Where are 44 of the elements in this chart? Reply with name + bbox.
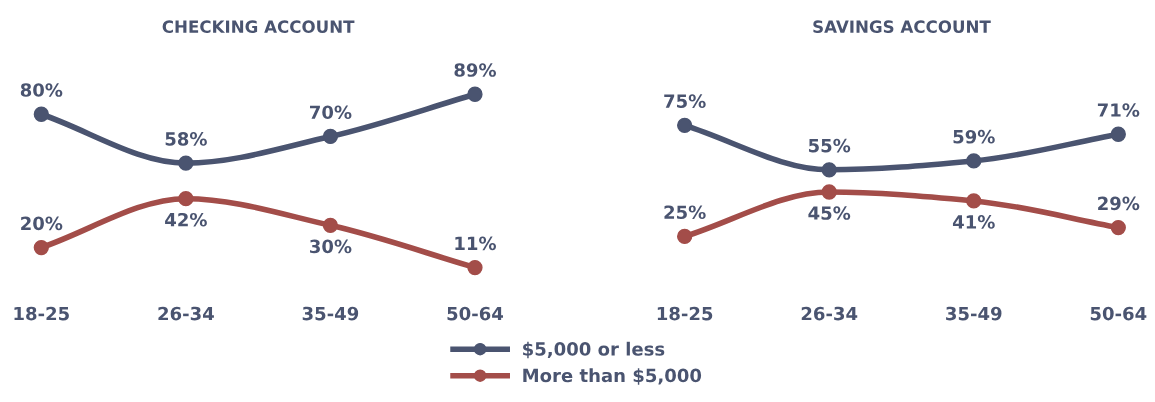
data-label: 29%	[1098, 196, 1140, 211]
x-tick-label: 18-25	[657, 306, 713, 321]
point	[467, 86, 483, 102]
point	[322, 128, 339, 145]
data-label: 20%	[21, 216, 63, 231]
point	[1110, 219, 1126, 236]
point	[966, 153, 982, 169]
point	[677, 228, 693, 245]
x-tick-label: 35-49	[946, 306, 1002, 321]
data-label: 41%	[952, 215, 995, 229]
data-label: 30%	[310, 239, 352, 254]
point	[677, 117, 693, 134]
point	[33, 106, 49, 122]
data-label: 59%	[953, 129, 995, 144]
data-label: 42%	[165, 212, 207, 227]
x-tick-label: 26-34	[158, 306, 214, 321]
data-label: 80%	[20, 83, 63, 97]
point	[821, 162, 837, 178]
x-tick-label: 26-34	[801, 306, 858, 321]
point	[1110, 126, 1126, 142]
point	[821, 184, 837, 200]
data-label: 71%	[1097, 103, 1140, 117]
data-label: 70%	[310, 105, 352, 120]
x-tick-label: 50-64	[1090, 306, 1147, 321]
data-label: 58%	[165, 132, 207, 146]
chart-title: CHECKING ACCOUNT	[162, 20, 355, 33]
data-label: 75%	[664, 94, 706, 108]
x-tick-label: 18-25	[14, 306, 69, 321]
data-label: 89%	[454, 63, 496, 77]
point	[178, 191, 194, 207]
data-label: 55%	[808, 138, 851, 153]
data-label: 11%	[455, 236, 496, 251]
legend-label: More than $5,000	[523, 368, 702, 385]
point	[966, 193, 982, 209]
data-label: 25%	[664, 205, 706, 220]
legend-label: $5,000 or less	[523, 341, 665, 359]
point	[33, 239, 49, 256]
x-tick-label: 35-49	[302, 306, 359, 321]
chart-title: SAVINGS ACCOUNT	[813, 20, 991, 33]
point	[322, 217, 339, 233]
point	[467, 259, 483, 276]
x-tick-label: 50-64	[447, 306, 504, 321]
data-label: 45%	[808, 206, 851, 220]
point	[178, 155, 194, 171]
